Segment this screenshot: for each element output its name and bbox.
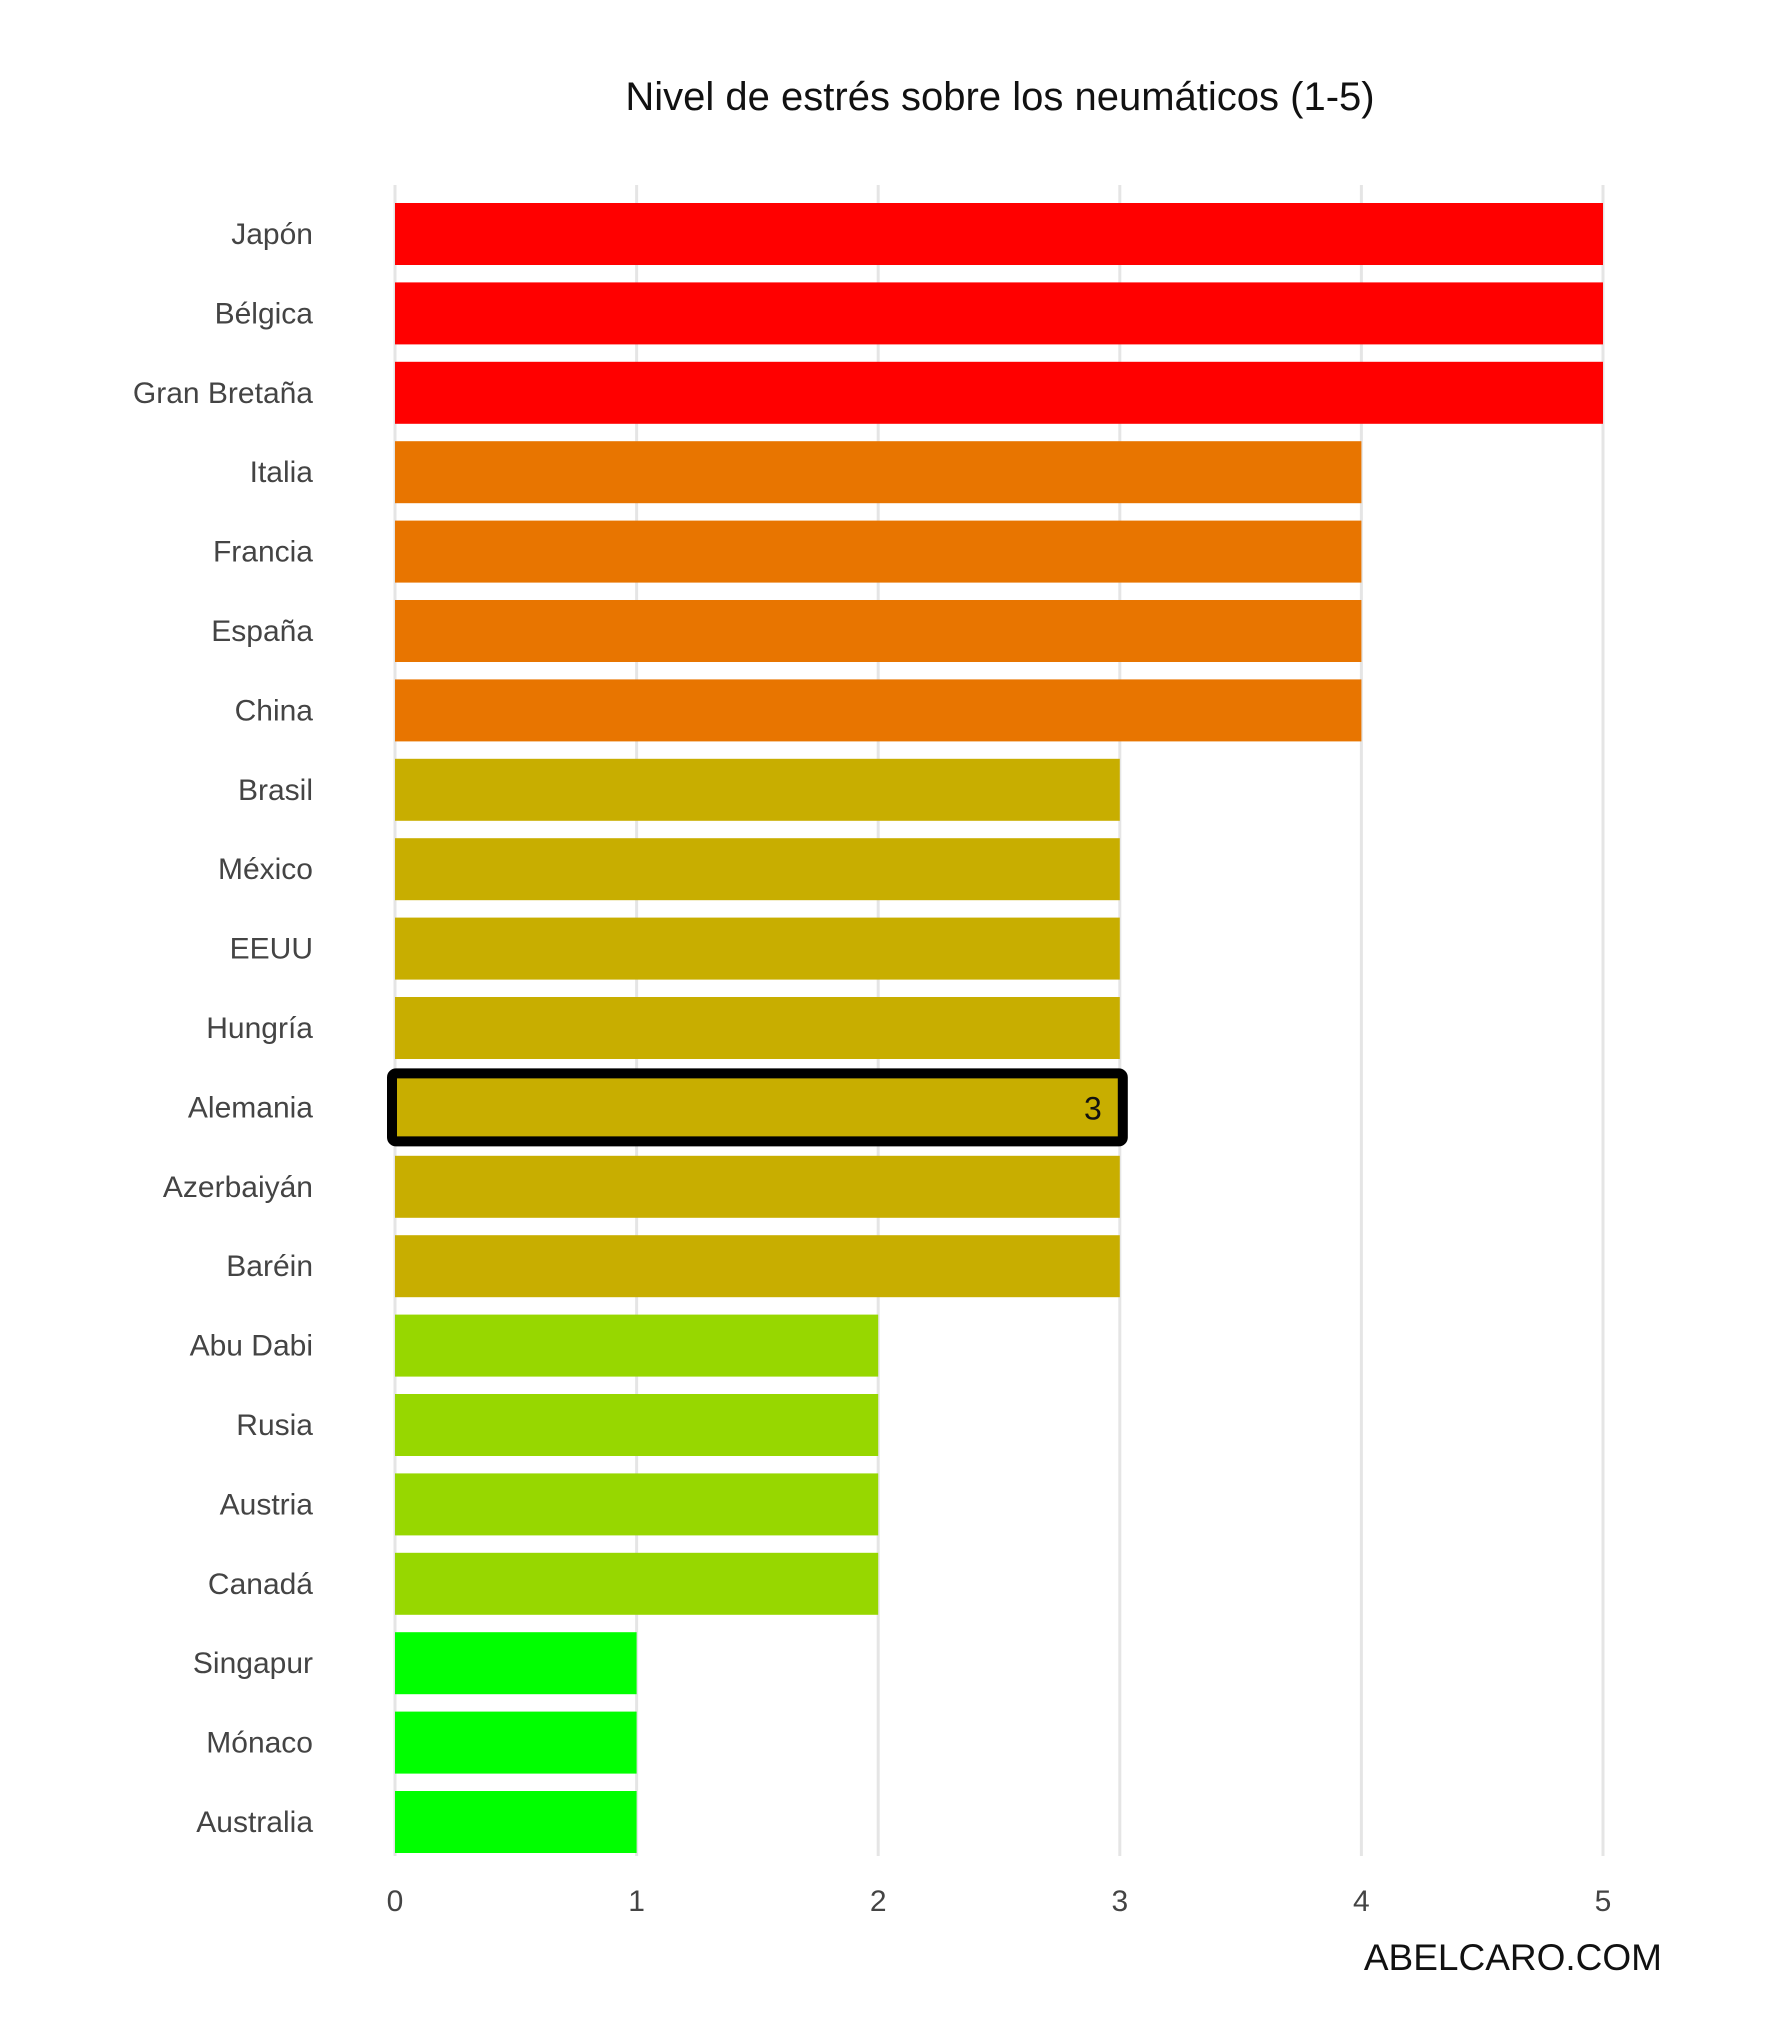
category-label: Austria — [220, 1488, 314, 1521]
x-tick-label: 5 — [1595, 1885, 1612, 1918]
x-tick-label: 2 — [870, 1885, 887, 1918]
bar — [395, 917, 1120, 980]
x-axis-ticks: 0 1 2 3 4 5 — [387, 1885, 1612, 1918]
bars — [395, 203, 1603, 1853]
category-label: Australia — [196, 1806, 313, 1839]
category-label: Azerbaiyán — [163, 1171, 313, 1204]
bar — [395, 282, 1603, 345]
bar — [395, 1076, 1120, 1139]
category-label: Canadá — [208, 1568, 313, 1601]
value-label: 3 — [1084, 1090, 1102, 1126]
category-label: Abu Dabi — [190, 1330, 313, 1363]
category-label: Singapur — [193, 1647, 313, 1680]
bar — [395, 1711, 637, 1774]
category-label: Bélgica — [215, 297, 314, 330]
bar — [395, 1473, 879, 1536]
bar — [395, 838, 1120, 901]
category-label: China — [235, 694, 314, 727]
category-label: Alemania — [188, 1091, 313, 1124]
category-label: EEUU — [230, 933, 313, 966]
bar — [395, 1314, 879, 1377]
x-tick-label: 1 — [628, 1885, 645, 1918]
bar — [395, 758, 1120, 821]
category-label: Baréin — [226, 1250, 313, 1283]
category-label: España — [211, 615, 313, 648]
category-label: Italia — [250, 456, 314, 489]
watermark: ABELCARO.COM — [1364, 1937, 1662, 1978]
category-label: Francia — [213, 536, 313, 569]
bar — [395, 1552, 879, 1615]
category-label: Brasil — [238, 774, 313, 807]
bar — [395, 1394, 879, 1456]
category-labels: Japón Bélgica Gran Bretaña Italia Francia Esp… — [133, 218, 313, 1839]
x-tick-label: 3 — [1111, 1885, 1128, 1918]
chart-title: Nivel de estrés sobre los neumáticos (1-… — [625, 75, 1374, 119]
category-label: México — [218, 853, 313, 886]
x-tick-label: 4 — [1353, 1885, 1370, 1918]
bar — [395, 441, 1362, 504]
bar — [395, 997, 1120, 1059]
category-label: Rusia — [236, 1409, 313, 1442]
bar — [395, 1632, 637, 1695]
highlight: 3 — [387, 1068, 1128, 1147]
bar — [395, 600, 1362, 662]
bar — [395, 1155, 1120, 1218]
bar — [395, 361, 1603, 424]
x-tick-label: 0 — [387, 1885, 404, 1918]
bar — [395, 1235, 1120, 1298]
bar — [395, 203, 1603, 265]
category-label: Japón — [231, 218, 313, 251]
category-label: Mónaco — [206, 1727, 313, 1760]
bar — [395, 520, 1362, 583]
highlight-border — [387, 1068, 1128, 1147]
bar — [395, 679, 1362, 742]
category-label: Gran Bretaña — [133, 377, 313, 410]
category-label: Hungría — [206, 1012, 313, 1045]
bar — [395, 1791, 637, 1853]
